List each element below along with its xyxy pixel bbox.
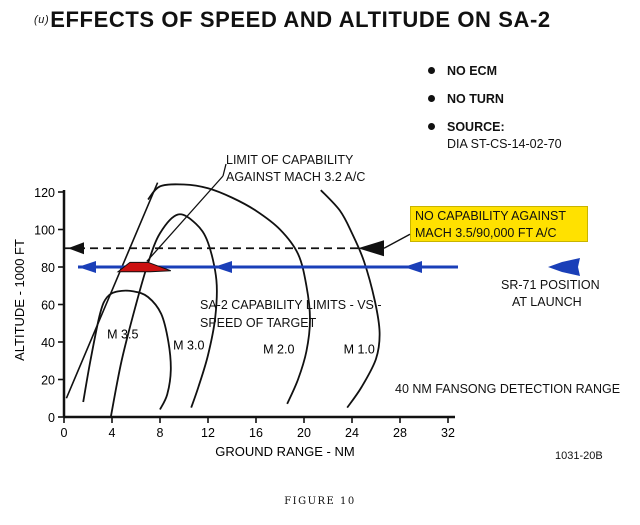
bullet-dot-icon xyxy=(428,123,435,130)
flight-arrowhead-icon xyxy=(404,261,422,273)
x-tick-label: 24 xyxy=(345,426,359,440)
limit-leader-line xyxy=(146,175,224,262)
x-tick-label: 0 xyxy=(61,426,68,440)
mach-curve-label: M 1.0 xyxy=(344,342,375,356)
limit-label-line2: AGAINST MACH 3.2 A/C xyxy=(226,170,366,184)
x-tick-label: 20 xyxy=(297,426,311,440)
x-tick-label: 8 xyxy=(157,426,164,440)
condition-text: NO TURN xyxy=(447,92,504,106)
x-tick-label: 4 xyxy=(109,426,116,440)
x-tick-label: 28 xyxy=(393,426,407,440)
curves: M 3.5 M 3.0 M 2.0 M 1.0 xyxy=(65,182,381,418)
fansong-range-label: 40 NM FANSONG DETECTION RANGE xyxy=(395,382,621,396)
mach-curve-label: M 3.0 xyxy=(173,339,204,353)
source-reference: DIA ST-CS-14-02-70 xyxy=(447,137,562,151)
condition-text: NO ECM xyxy=(447,64,497,78)
y-tick-label: 100 xyxy=(34,224,55,238)
no-capability-callout: NO CAPABILITY AGAINST MACH 3.5/90,000 FT… xyxy=(410,206,588,242)
sr71-label-line1: SR-71 POSITION xyxy=(501,278,600,292)
mach-curve-0 xyxy=(82,289,172,410)
mach-curve-label: M 3.5 xyxy=(107,327,138,341)
condition-item: NO ECM xyxy=(428,64,497,78)
sr71-label-line2: AT LAUNCH xyxy=(512,295,582,309)
flight-arrowhead-icon xyxy=(214,261,232,273)
bullet-dot-icon xyxy=(428,67,435,74)
document-code: 1031-20B xyxy=(555,450,603,462)
y-tick-label: 20 xyxy=(41,374,55,388)
dashed-arrowhead-left-icon xyxy=(68,242,84,255)
limit-label-line1: LIMIT OF CAPABILITY xyxy=(226,153,354,167)
capability-envelope-line xyxy=(65,182,159,399)
y-tick-label: 0 xyxy=(48,411,55,425)
x-axis-label: GROUND RANGE - NM xyxy=(215,444,354,459)
condition-item: NO TURN xyxy=(428,92,504,106)
overlay xyxy=(64,163,580,276)
flight-arrowhead-icon xyxy=(78,261,96,273)
mach-curve-2 xyxy=(147,183,311,405)
axes: 0 20 40 60 80 100 120 0 4 8 12 16 20 24 28 32 xyxy=(34,186,455,440)
no-capability-line2: MACH 3.5/90,000 FT A/C xyxy=(415,226,557,240)
callout-arrowhead-icon xyxy=(358,240,384,257)
y-tick-label: 120 xyxy=(34,186,55,200)
condition-item: SOURCE: xyxy=(428,120,505,134)
mach-curve-1 xyxy=(109,213,218,418)
x-tick-label: 32 xyxy=(441,426,455,440)
sr71-aircraft-icon xyxy=(548,258,580,276)
condition-text: SOURCE: xyxy=(447,120,505,134)
title-text: EFFECTS OF SPEED AND ALTITUDE ON SA-2 xyxy=(50,7,551,32)
sa2-label-line2: SPEED OF TARGET xyxy=(200,316,317,330)
x-tick-label: 16 xyxy=(249,426,263,440)
callout-leader-line xyxy=(383,233,411,249)
x-tick-label: 12 xyxy=(201,426,215,440)
y-tick-label: 80 xyxy=(41,261,55,275)
limit-leader-tick xyxy=(222,163,227,177)
mach-curve-label: M 2.0 xyxy=(263,342,294,356)
no-capability-line1: NO CAPABILITY AGAINST xyxy=(415,209,566,223)
y-axis-label: ALTITUDE - 1000 FT xyxy=(12,239,27,361)
sa2-label-line1: SA-2 CAPABILITY LIMITS - VS - xyxy=(200,298,382,312)
page-title: (u)EFFECTS OF SPEED AND ALTITUDE ON SA-2 xyxy=(34,7,551,33)
limit-region xyxy=(116,261,171,273)
y-tick-label: 60 xyxy=(41,299,55,313)
mach-curve-3 xyxy=(320,189,381,409)
y-tick-label: 40 xyxy=(41,336,55,350)
classification-marking: (u) xyxy=(34,14,50,26)
figure-caption: FIGURE 10 xyxy=(284,496,356,507)
bullet-dot-icon xyxy=(428,95,435,102)
